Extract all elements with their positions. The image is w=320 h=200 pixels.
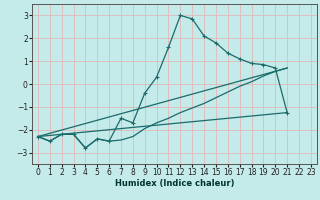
X-axis label: Humidex (Indice chaleur): Humidex (Indice chaleur) xyxy=(115,179,234,188)
